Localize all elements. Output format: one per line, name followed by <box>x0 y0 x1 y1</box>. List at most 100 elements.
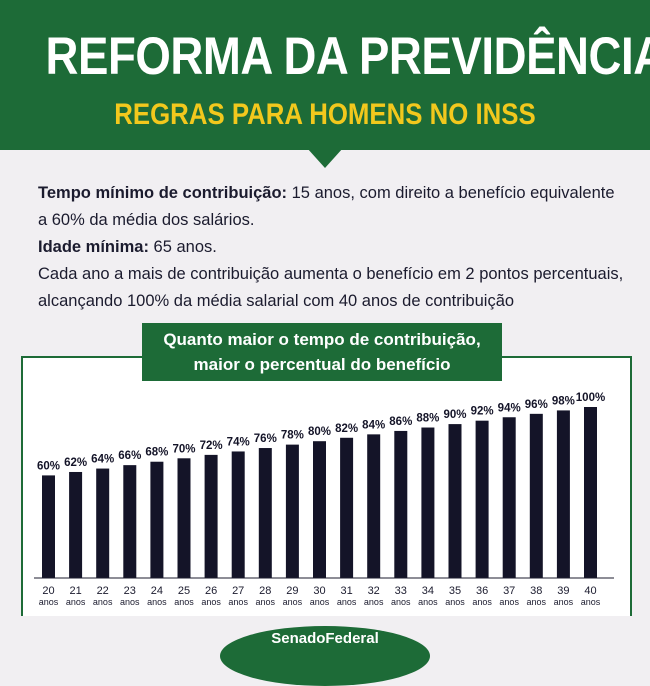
tick-unit-29: anos <box>283 597 303 607</box>
chart-title: Quanto maior o tempo de contribuição, ma… <box>142 323 502 381</box>
data-label-22: 64% <box>91 454 114 466</box>
bar-27 <box>231 451 245 578</box>
bar-40 <box>584 407 597 578</box>
info-line-min-age: Idade mínima: 65 anos. <box>38 234 628 261</box>
tick-label-28: 28 <box>259 585 271 597</box>
header-banner <box>0 0 650 150</box>
footer-brand: SenadoFederal <box>271 630 379 647</box>
tick-unit-22: anos <box>93 597 113 607</box>
tick-unit-32: anos <box>364 597 384 607</box>
data-label-20: 60% <box>37 460 60 472</box>
bar-36 <box>475 420 489 578</box>
data-label-28: 76% <box>254 433 277 445</box>
tick-unit-35: anos <box>445 597 465 607</box>
bar-31 <box>340 437 354 578</box>
tick-label-22: 22 <box>97 585 109 597</box>
data-label-23: 66% <box>118 450 141 462</box>
tick-label-33: 33 <box>395 585 407 597</box>
bar-chart: 60%20anos62%21anos64%22anos66%23anos68%2… <box>34 392 614 607</box>
tick-label-39: 39 <box>557 585 569 597</box>
tick-unit-26: anos <box>201 597 221 607</box>
tick-label-26: 26 <box>205 585 217 597</box>
bar-38 <box>529 413 543 578</box>
data-label-33: 86% <box>389 416 412 428</box>
tick-label-21: 21 <box>69 585 81 597</box>
tick-unit-30: anos <box>310 597 330 607</box>
bar-25 <box>177 458 191 578</box>
bar-29 <box>285 444 299 578</box>
info-text-rule: Cada ano a mais de contribuição aumenta … <box>38 265 624 310</box>
data-label-40: 100% <box>576 392 605 404</box>
data-label-36: 92% <box>471 406 494 418</box>
bar-24 <box>150 461 164 578</box>
data-label-29: 78% <box>281 430 304 442</box>
tick-label-36: 36 <box>476 585 488 597</box>
tick-label-20: 20 <box>42 585 54 597</box>
info-line-min-contribution: Tempo mínimo de contribuição: 15 anos, c… <box>38 180 628 234</box>
tick-unit-25: anos <box>174 597 194 607</box>
tick-label-25: 25 <box>178 585 190 597</box>
chart-title-line-2: maior o percentual do benefício <box>193 355 451 374</box>
tick-label-31: 31 <box>340 585 352 597</box>
data-label-35: 90% <box>443 409 466 421</box>
tick-unit-27: anos <box>228 597 248 607</box>
tick-label-29: 29 <box>286 585 298 597</box>
tick-unit-34: anos <box>418 597 438 607</box>
tick-unit-20: anos <box>39 597 59 607</box>
data-label-30: 80% <box>308 426 331 438</box>
bar-21 <box>69 471 83 578</box>
data-label-31: 82% <box>335 423 358 435</box>
tick-label-30: 30 <box>313 585 325 597</box>
data-label-34: 88% <box>416 413 439 425</box>
bar-22 <box>96 468 110 578</box>
data-label-37: 94% <box>498 402 521 414</box>
bar-32 <box>367 434 381 578</box>
bar-30 <box>313 441 326 578</box>
tick-unit-21: anos <box>66 597 86 607</box>
data-label-38: 96% <box>525 399 548 411</box>
bar-28 <box>258 448 272 578</box>
data-label-21: 62% <box>64 457 87 469</box>
tick-unit-33: anos <box>391 597 411 607</box>
data-label-27: 74% <box>227 436 250 448</box>
info-text-block: Tempo mínimo de contribuição: 15 anos, c… <box>38 180 628 315</box>
tick-unit-23: anos <box>120 597 140 607</box>
tick-unit-24: anos <box>147 597 167 607</box>
bar-37 <box>502 417 516 578</box>
tick-unit-39: anos <box>554 597 574 607</box>
tick-unit-31: anos <box>337 597 357 607</box>
tick-label-24: 24 <box>151 585 163 597</box>
tick-label-23: 23 <box>124 585 136 597</box>
data-label-25: 70% <box>172 443 195 455</box>
data-label-24: 68% <box>145 447 168 459</box>
tick-unit-38: anos <box>527 597 547 607</box>
bar-35 <box>448 424 462 578</box>
info-label-min-contribution: Tempo mínimo de contribuição: <box>38 184 288 202</box>
bar-23 <box>123 465 137 578</box>
bar-26 <box>204 454 218 578</box>
bar-39 <box>556 410 570 578</box>
info-label-min-age: Idade mínima: <box>38 238 149 256</box>
tick-label-35: 35 <box>449 585 461 597</box>
header-notch <box>307 148 343 168</box>
tick-label-34: 34 <box>422 585 434 597</box>
tick-unit-40: anos <box>581 597 601 607</box>
info-text-min-age: 65 anos. <box>148 238 217 256</box>
page-title: REFORMA DA PREVIDÊNCIA <box>45 27 650 86</box>
data-label-32: 84% <box>362 419 385 431</box>
tick-label-27: 27 <box>232 585 244 597</box>
tick-label-37: 37 <box>503 585 515 597</box>
tick-unit-36: anos <box>472 597 492 607</box>
chart-title-line-1: Quanto maior o tempo de contribuição, <box>163 330 481 349</box>
page-subtitle: REGRAS PARA HOMENS NO INSS <box>114 98 536 131</box>
bar-33 <box>394 430 408 578</box>
bar-34 <box>421 427 435 578</box>
tick-label-38: 38 <box>530 585 542 597</box>
tick-unit-37: anos <box>499 597 519 607</box>
tick-label-40: 40 <box>584 585 596 597</box>
data-label-26: 72% <box>200 440 223 452</box>
data-label-39: 98% <box>552 395 575 407</box>
tick-unit-28: anos <box>256 597 276 607</box>
bar-20 <box>42 475 55 578</box>
tick-label-32: 32 <box>368 585 380 597</box>
